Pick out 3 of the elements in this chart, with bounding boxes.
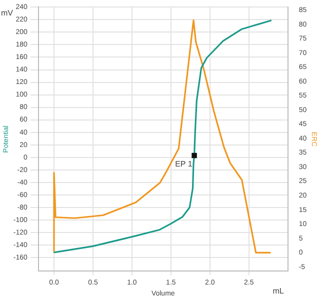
text: mV [1, 8, 14, 18]
text: mL [272, 286, 284, 296]
annotation: EP 1 [175, 160, 193, 169]
